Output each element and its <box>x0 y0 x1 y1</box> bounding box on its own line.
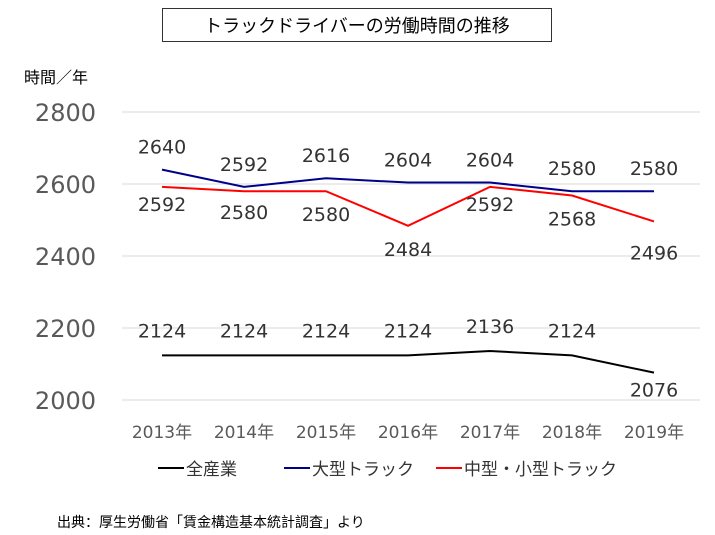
y-tick-label: 2400 <box>35 243 96 271</box>
data-label: 2076 <box>630 380 678 402</box>
data-label: 2484 <box>384 239 432 261</box>
data-label: 2580 <box>220 202 268 224</box>
legend-label: 全産業 <box>186 460 237 480</box>
series-line <box>161 168 654 193</box>
legend-label: 大型トラック <box>312 460 414 480</box>
data-label: 2592 <box>466 194 514 216</box>
data-label: 2124 <box>548 320 596 342</box>
y-tick-label: 2200 <box>35 315 96 343</box>
x-tick-label: 2017年 <box>460 423 520 443</box>
data-label: 2580 <box>548 158 596 180</box>
source-note: 出典：厚生労働省「賃金構造基本統計調査」より <box>57 515 365 531</box>
y-tick-label: 2600 <box>35 171 96 199</box>
data-label: 2124 <box>220 320 268 342</box>
data-label: 2124 <box>302 320 350 342</box>
data-label: 2124 <box>138 320 186 342</box>
x-tick-label: 2013年 <box>132 423 192 443</box>
chart-title: トラックドライバーの労働時間の推移 <box>162 8 552 42</box>
chart-title-text: トラックドライバーの労働時間の推移 <box>204 16 510 37</box>
data-label: 2592 <box>138 194 186 216</box>
data-label: 2124 <box>384 320 432 342</box>
x-tick-label: 2016年 <box>378 423 438 443</box>
data-label: 2496 <box>630 242 678 264</box>
x-tick-label: 2014年 <box>214 423 274 443</box>
x-tick-label: 2015年 <box>296 423 356 443</box>
data-label: 2580 <box>302 204 350 226</box>
data-label: 2604 <box>384 150 432 172</box>
series-line <box>162 350 655 374</box>
x-tick-label: 2018年 <box>542 423 602 443</box>
y-tick-label: 2800 <box>35 99 96 127</box>
legend-label: 中型・小型トラック <box>464 460 617 480</box>
data-label: 2592 <box>220 154 268 176</box>
data-label: 2568 <box>548 209 596 231</box>
data-label: 2640 <box>138 137 186 159</box>
data-label: 2616 <box>302 145 350 167</box>
x-tick-label: 2019年 <box>624 423 684 443</box>
y-tick-label: 2000 <box>35 387 96 415</box>
series-line <box>161 185 655 227</box>
data-label: 2604 <box>466 150 514 172</box>
data-label: 2136 <box>466 316 514 338</box>
y-axis-label: 時間／年 <box>24 68 89 87</box>
data-label: 2580 <box>630 158 678 180</box>
